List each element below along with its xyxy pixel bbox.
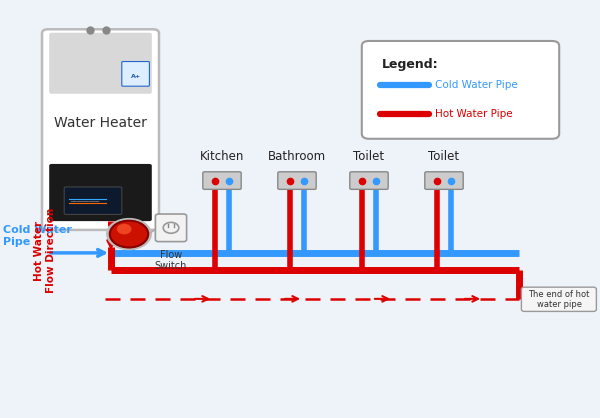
Text: Flow
Switch: Flow Switch	[155, 250, 187, 271]
Text: Legend:: Legend:	[382, 58, 439, 71]
FancyBboxPatch shape	[203, 172, 241, 189]
Text: Cold Water Pipe: Cold Water Pipe	[435, 79, 518, 89]
FancyBboxPatch shape	[49, 33, 152, 94]
FancyBboxPatch shape	[122, 61, 149, 86]
FancyBboxPatch shape	[521, 287, 596, 311]
FancyBboxPatch shape	[362, 41, 559, 139]
FancyBboxPatch shape	[155, 214, 187, 242]
Text: Water Heater: Water Heater	[54, 116, 147, 130]
Text: A+: A+	[131, 74, 140, 79]
FancyBboxPatch shape	[42, 29, 159, 230]
Circle shape	[118, 224, 131, 234]
Text: Kitchen: Kitchen	[200, 150, 244, 163]
Circle shape	[110, 221, 148, 247]
FancyBboxPatch shape	[350, 172, 388, 189]
Text: Toilet: Toilet	[428, 150, 460, 163]
FancyBboxPatch shape	[278, 172, 316, 189]
FancyBboxPatch shape	[49, 164, 152, 221]
FancyBboxPatch shape	[425, 172, 463, 189]
Text: Hot Water Pipe: Hot Water Pipe	[435, 109, 512, 119]
Text: Cold Water
Pipe: Cold Water Pipe	[3, 225, 72, 247]
Text: The end of hot
water pipe: The end of hot water pipe	[529, 290, 590, 309]
FancyBboxPatch shape	[64, 187, 122, 214]
Circle shape	[107, 219, 151, 250]
Text: Hot Water
Flow Direction: Hot Water Flow Direction	[34, 208, 56, 293]
Text: Bathroom: Bathroom	[268, 150, 326, 163]
Text: Toilet: Toilet	[353, 150, 385, 163]
Text: ─────────: ─────────	[70, 200, 100, 205]
